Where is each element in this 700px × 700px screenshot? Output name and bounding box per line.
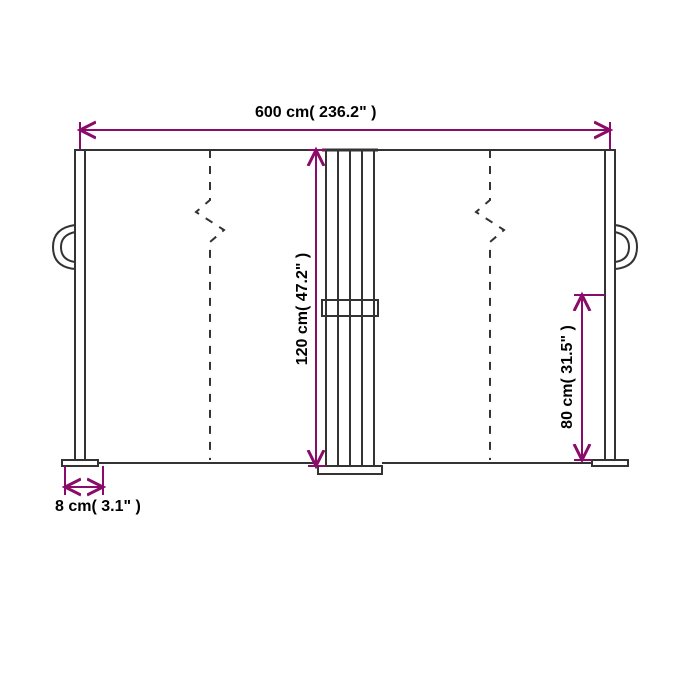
label-handle-height: 80 cm( 31.5" ) xyxy=(559,317,577,437)
left-post xyxy=(53,150,98,466)
right-post xyxy=(592,150,637,466)
label-base: 8 cm( 3.1" ) xyxy=(55,498,141,516)
dim-base xyxy=(65,466,103,495)
dim-handle-height xyxy=(574,295,605,460)
label-height: 120 cm( 47.2" ) xyxy=(294,244,312,374)
dim-width xyxy=(80,122,610,150)
label-width: 600 cm( 236.2" ) xyxy=(255,104,376,122)
center-cassette xyxy=(318,150,382,474)
